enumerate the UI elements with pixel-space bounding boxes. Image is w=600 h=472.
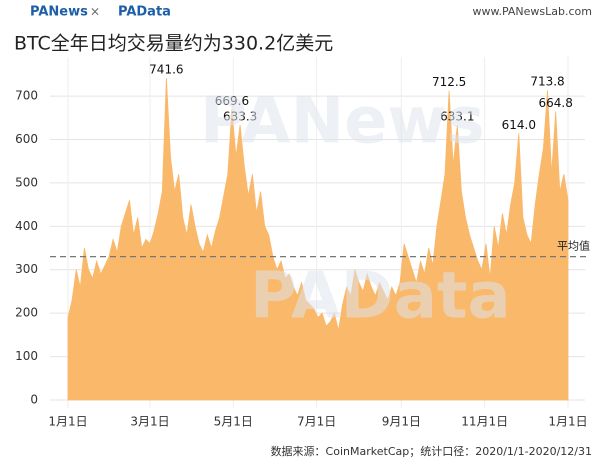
x-tick-label: 11月1日 [461,415,508,429]
x-tick-label: 5月1日 [214,415,253,429]
site: www.PANewsLab.com [473,5,593,18]
y-tick-label: 500 [15,175,38,189]
area [67,77,569,401]
x-tick-label: 3月1日 [130,415,169,429]
source: 数据来源：CoinMarketCap；统计口径：2020/1/1-2020/12… [271,444,592,458]
data-label: 669.6 [215,94,249,108]
y-tick-label: 600 [15,132,38,146]
y-tick-label: 300 [15,262,38,276]
y-tick-label: 0 [30,393,38,407]
data-label: 712.5 [432,75,466,89]
brand-sep: × [90,5,100,19]
watermark: PAData [250,260,511,334]
data-label: 664.8 [539,96,573,110]
chart-title: BTC全年日均交易量约为330.2亿美元 [14,33,333,55]
watermark: PANews [200,85,485,159]
data-label: 741.6 [149,63,183,77]
y-tick-label: 700 [15,89,38,103]
brand-right: PAData [118,5,171,20]
x-tick-label: 1月1日 [548,415,587,429]
y-tick-label: 200 [15,306,38,320]
average-label: 平均值 [557,240,590,253]
data-label: 633.1 [440,110,474,124]
y-tick-label: 400 [15,219,38,233]
x-tick-label: 7月1日 [297,415,336,429]
data-label: 614.0 [502,118,536,132]
y-tick-label: 100 [15,349,38,363]
data-label: 633.3 [223,110,257,124]
data-label: 713.8 [530,75,564,89]
brand-left: PANews [30,5,88,20]
x-tick-label: 9月1日 [382,415,421,429]
x-tick-label: 1月1日 [48,415,87,429]
